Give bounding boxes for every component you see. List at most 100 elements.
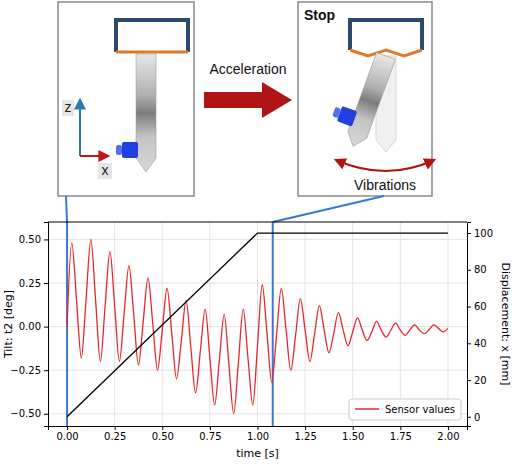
axis-line [468, 223, 472, 427]
panel-box [58, 2, 194, 196]
y-axis-title: Tilt: t2 [deg] [2, 290, 15, 359]
tick-mark [448, 426, 449, 430]
rod [344, 53, 396, 150]
tick-mark [467, 343, 471, 344]
plot-background [48, 222, 467, 426]
grid [48, 222, 467, 426]
tick-mark [305, 426, 306, 430]
holder-base [116, 51, 188, 54]
axis-arrow-z [79, 100, 81, 156]
tick: 100 [467, 228, 493, 239]
tick-mark [162, 426, 163, 430]
rod-tilted [325, 46, 395, 150]
sensor-knob [332, 107, 341, 118]
axis-label-z: z [65, 99, 72, 115]
motion-label: Vibrations [354, 177, 416, 193]
tick-label: 0.75 [199, 431, 221, 442]
label-bg [98, 163, 112, 179]
label-bg [62, 100, 74, 116]
sensor [122, 142, 138, 158]
tick-mark [210, 426, 211, 430]
panel-before: zx [58, 2, 194, 196]
tick-label: −0.25 [10, 365, 41, 376]
vibration-arrow [336, 160, 434, 171]
tick-label: 1.50 [342, 431, 364, 442]
tick-label: −0.50 [10, 408, 41, 419]
grid-line-x [447, 222, 448, 426]
tick: 0.50 [19, 234, 48, 245]
tick-label: 0.50 [152, 431, 174, 442]
tick-mark [467, 233, 471, 234]
tick-label: 1.75 [390, 431, 412, 442]
tick-label: 1.25 [294, 431, 316, 442]
panel-after: Stop Vibrations [298, 2, 434, 196]
tick-label: 0.00 [56, 431, 78, 442]
tick: 0.50 [152, 426, 174, 442]
legend-swatch [355, 408, 379, 410]
grid-line-x [352, 222, 353, 426]
tick: 0.25 [19, 278, 48, 289]
holder-base [350, 50, 422, 56]
tick-label: 0.00 [19, 321, 41, 332]
tick: −0.25 [10, 365, 48, 376]
axis-line [44, 223, 49, 427]
tick-label: 1.00 [247, 431, 269, 442]
series-line [67, 239, 448, 413]
chart: 0.00 0.25 0.50 0.75 1.00 1.25 1.50 1.75 2.00 −0.5… [2, 196, 512, 460]
tick-mark [67, 426, 68, 430]
tick-mark [467, 380, 471, 381]
tick: 1.00 [247, 426, 269, 442]
tick: 1.25 [294, 426, 316, 442]
tick-label: 0.50 [19, 234, 41, 245]
tick: 20 [467, 375, 487, 386]
panel-title: Stop [304, 7, 335, 23]
grid-line-x [209, 222, 210, 426]
tick: 40 [467, 338, 487, 349]
tick: 1.75 [390, 426, 412, 442]
tick-label: 60 [474, 301, 487, 312]
legend-label: Sensor values [385, 404, 455, 415]
grid-line-y [48, 370, 467, 371]
tick: 0.00 [19, 321, 48, 332]
event-line [272, 222, 274, 426]
tick-mark [44, 370, 48, 371]
axis-label-x: x [102, 162, 109, 178]
grid-line-y [48, 326, 467, 327]
tick: 1.50 [342, 426, 364, 442]
tick: 2.00 [437, 426, 459, 442]
tick: 0.75 [199, 426, 221, 442]
grid-line-x [114, 222, 115, 426]
tick-label: 2.00 [437, 431, 459, 442]
tick-mark [467, 307, 471, 308]
grid-line-x [400, 222, 401, 426]
tick-label: 0.25 [19, 278, 41, 289]
rod [136, 54, 156, 172]
tick-label: 0.25 [104, 431, 126, 442]
tick-label: 80 [474, 264, 487, 275]
tick: 0 [467, 412, 480, 423]
grid-line-y [48, 239, 467, 240]
grid-line-y [48, 283, 467, 284]
tick-mark [44, 283, 48, 284]
tick-mark [44, 327, 48, 328]
y2-axis-title: Displacement: x [mm] [499, 263, 512, 386]
arrow-label: Acceleration [209, 61, 286, 77]
axis-line [49, 427, 468, 431]
frame-top [48, 222, 467, 223]
tick-mark [44, 414, 48, 415]
holder [350, 20, 422, 50]
axis-arrow-x [80, 155, 108, 157]
tick: −0.50 [10, 408, 48, 419]
tick-label: 100 [474, 228, 493, 239]
legend: Sensor values [349, 399, 461, 420]
tick-label: 0 [474, 412, 480, 423]
tick-mark [44, 239, 48, 240]
grid-line-x [257, 222, 258, 426]
tick-mark [467, 417, 471, 418]
y-axis: −0.50 −0.25 0.00 0.25 0.50 [10, 223, 48, 427]
tick: 80 [467, 264, 487, 275]
tick: 60 [467, 301, 487, 312]
sensor-knob [116, 145, 122, 155]
tick: 0.25 [104, 426, 126, 442]
tick-label: 20 [474, 375, 487, 386]
